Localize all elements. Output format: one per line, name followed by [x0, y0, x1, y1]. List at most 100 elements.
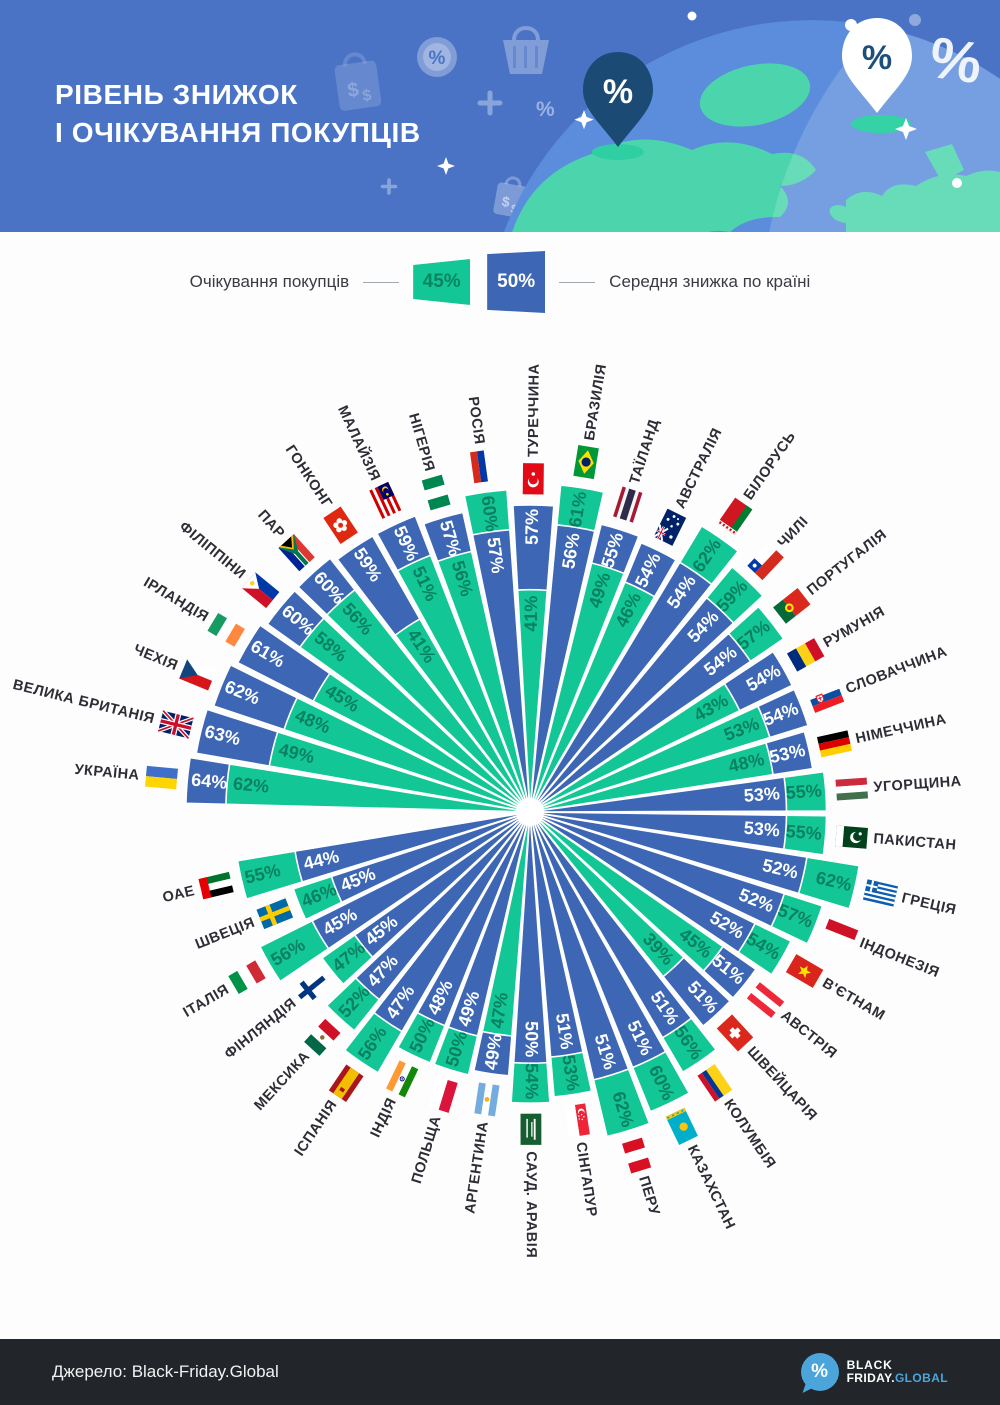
- percent-icon: %: [926, 25, 986, 97]
- flag-ph-icon: [242, 572, 280, 609]
- shopping-bag-icon: $ $: [334, 52, 382, 111]
- page-title: РІВЕНЬ ЗНИЖОК І ОЧІКУВАННЯ ПОКУПЦІВ: [55, 76, 421, 152]
- legend-label-discount: Середня знижка по країні: [609, 272, 811, 291]
- country-label: СЛОВАЧЧИНА: [844, 644, 950, 698]
- legend-label-expectation: Очікування покупців: [189, 272, 350, 291]
- country-label: ІТАЛІЯ: [181, 982, 232, 1021]
- percent-rosette-icon: %: [417, 37, 457, 77]
- svg-text:%: %: [429, 48, 446, 69]
- sector-inner-es: [372, 811, 531, 1033]
- title-line-1: РІВЕНЬ ЗНИЖОК: [55, 79, 298, 110]
- radial-chart: 64% 62% УКРАЇНА 63% 49% ВЕЛИКА БРИТАНІЯ 62% 48%…: [0, 332, 1000, 1339]
- value-label: 41%: [521, 596, 541, 632]
- flag-pt-icon: [773, 588, 811, 624]
- title-line-2: І ОЧІКУВАННЯ ПОКУПЦІВ: [55, 117, 421, 148]
- sector-inner-au: [529, 580, 656, 813]
- sector-inner-ae: [294, 811, 531, 883]
- svg-text:$: $: [361, 87, 372, 105]
- sector-inner-ch: [529, 811, 685, 978]
- chart-hub: [516, 798, 544, 826]
- flag-in-icon: [386, 1060, 419, 1098]
- value-label: 54%: [522, 1063, 542, 1099]
- sector-inner-gr: [529, 811, 808, 895]
- flag-kz-icon: [665, 1107, 698, 1145]
- legend-dash: [363, 281, 400, 283]
- value-label: 62%: [232, 773, 270, 796]
- dollar-glyph: $: [346, 79, 360, 102]
- map-pin-white-icon: %: [842, 18, 912, 113]
- value-label: 57%: [483, 536, 508, 574]
- sector-inner-za: [325, 588, 531, 813]
- map-pin-navy-icon: %: [583, 52, 653, 147]
- sector-inner-vn: [529, 811, 757, 954]
- flag-by-icon: [717, 497, 753, 536]
- flag-pe-icon: [622, 1137, 652, 1174]
- country-label: ВЕЛИКА БРИТАНІЯ: [11, 677, 156, 727]
- percent-icon: %: [536, 98, 555, 121]
- country-label: КАЗАХСТАН: [684, 1143, 738, 1232]
- black-friday-global-logo: % BLACK FRIDAY.GLOBAL: [800, 1353, 948, 1391]
- pin-shadow: [851, 115, 911, 133]
- flag-es-icon: [328, 1064, 364, 1103]
- country-label: ПОЛЬЩА: [409, 1114, 445, 1186]
- logo-line-1: BLACK: [846, 1358, 893, 1372]
- value-label: 55%: [785, 780, 822, 802]
- flag-ua-icon: [145, 765, 178, 790]
- country-label: ЧЕХІЯ: [131, 642, 180, 674]
- flag-gb-icon: [157, 709, 195, 740]
- flag-cz-icon: [179, 659, 217, 691]
- country-label: В'ЄТНАМ: [819, 975, 887, 1024]
- country-label: ШВЕЦІЯ: [193, 915, 257, 953]
- country-label: МАЛАЙЗІЯ: [334, 402, 385, 483]
- country-label: САУД. АРАВІЯ: [523, 1151, 539, 1258]
- flag-ro-icon: [786, 638, 825, 672]
- flag-ie-icon: [207, 612, 245, 647]
- flag-th-icon: [613, 486, 643, 523]
- country-label: БРАЗИЛІЯ: [582, 363, 610, 442]
- country-label: ПОРТУГАЛІЯ: [804, 527, 890, 599]
- country-label: ОАЕ: [161, 883, 196, 906]
- sector-inner-br: [529, 524, 596, 813]
- country-label: БІЛОРУСЬ: [741, 429, 799, 503]
- flag-za-icon: [278, 534, 315, 572]
- flag-br-icon: [573, 445, 599, 480]
- country-label: УКРАЇНА: [74, 761, 140, 784]
- flag-it-icon: [228, 960, 266, 995]
- sector-inner-pt: [529, 632, 752, 813]
- sector-inner-sk: [529, 705, 771, 813]
- sector-inner-hu: [529, 776, 788, 813]
- flag-tr-icon: [522, 463, 544, 495]
- value-label: 53%: [743, 783, 780, 805]
- country-label: ІНДОНЕЗІЯ: [857, 935, 941, 981]
- country-label: РОСІЯ: [465, 396, 487, 446]
- country-label: РУМУНІЯ: [821, 604, 888, 652]
- country-label: ПАР: [254, 507, 287, 542]
- sector-inner-ua: [225, 763, 531, 813]
- country-label: ІРЛАНДІЯ: [141, 575, 212, 626]
- country-label: ТАЇЛАНД: [626, 417, 663, 487]
- value-label: 50%: [522, 1021, 542, 1057]
- flag-hu-icon: [835, 777, 869, 801]
- sector-inner-my: [396, 554, 531, 813]
- footer: Джерело: Black-Friday.Global % BLACK FRI…: [0, 1339, 1000, 1405]
- sector-inner-ro: [529, 682, 741, 813]
- country-label: КОЛУМБІЯ: [720, 1097, 778, 1172]
- legend-swatch-discount: 50%: [487, 251, 546, 313]
- flag-ar-icon: [474, 1082, 500, 1117]
- flag-at-icon: [746, 982, 785, 1018]
- sector-inner-tr: [516, 588, 549, 813]
- flag-co-icon: [697, 1064, 733, 1102]
- country-label: ГРЕЦІЯ: [900, 890, 958, 918]
- sector-inner-by: [529, 561, 713, 813]
- country-label: АВСТРАЛІЯ: [673, 426, 726, 512]
- flag-ch-icon: [716, 1014, 754, 1052]
- flag-sa-icon: [520, 1113, 542, 1145]
- sector-inner-fi: [353, 811, 531, 959]
- flag-vn-icon: [785, 954, 824, 988]
- flag-my-icon: [369, 481, 402, 519]
- header-art: $ $ % % $ $: [334, 11, 1000, 232]
- sector-inner-at: [529, 811, 725, 973]
- country-label: НІГЕРІЯ: [405, 412, 437, 474]
- sparkle-icon: [437, 110, 917, 175]
- country-label: ІСПАНІЯ: [292, 1097, 341, 1159]
